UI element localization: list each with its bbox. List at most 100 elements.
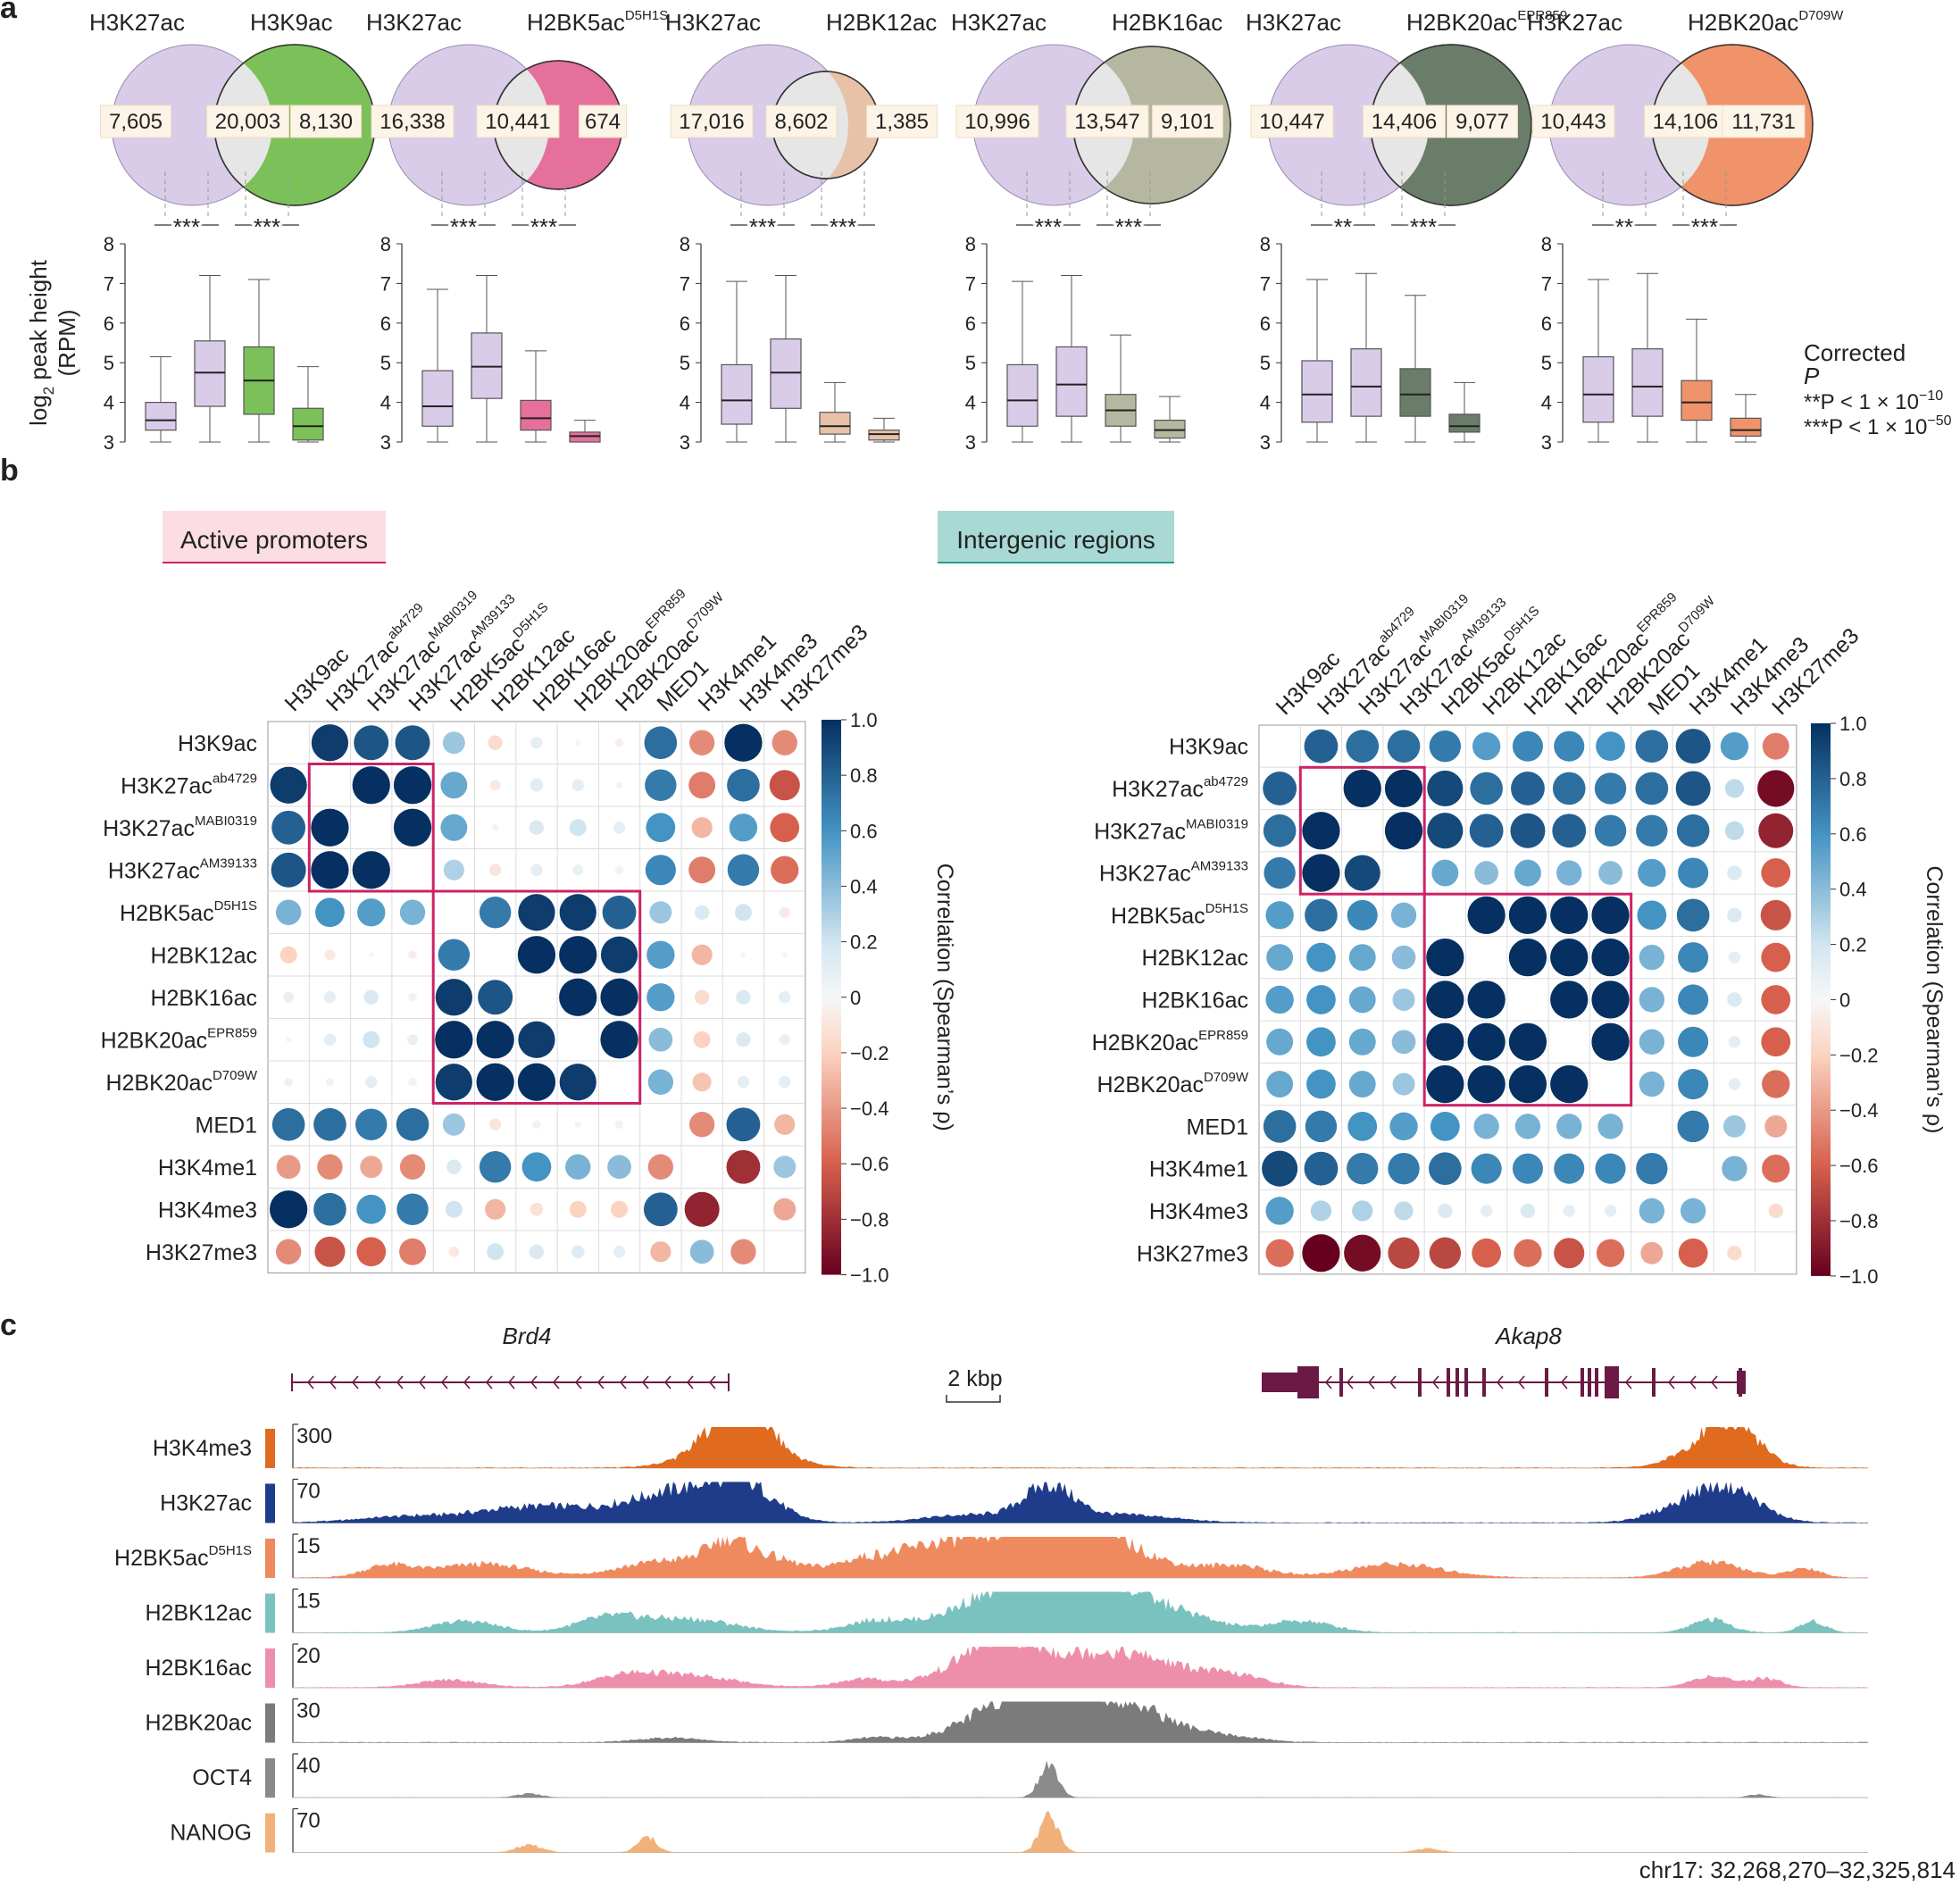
box-2 bbox=[1399, 295, 1431, 443]
y-axis-label-main: log bbox=[25, 395, 52, 426]
box-iqr bbox=[1006, 363, 1038, 427]
y-tick-label: 7 bbox=[965, 272, 976, 295]
row-label-sup: EPR859 bbox=[207, 1025, 257, 1040]
correlation-dot bbox=[313, 1107, 346, 1141]
correlation-dot bbox=[529, 820, 545, 835]
y-tick-label: 4 bbox=[1260, 392, 1271, 414]
row-label-sup: D709W bbox=[1204, 1070, 1249, 1085]
track-name: H2BK16ac bbox=[145, 1656, 252, 1681]
y-tick-label: 4 bbox=[965, 392, 976, 414]
correlation-dot bbox=[363, 1031, 380, 1048]
correlation-dot bbox=[646, 940, 675, 969]
correlation-dot bbox=[645, 769, 677, 801]
legend-title: Corrected bbox=[1804, 339, 1906, 366]
correlation-dot bbox=[781, 952, 788, 958]
y-tick-label: 4 bbox=[380, 392, 391, 414]
row-label: H3K4me3 bbox=[1149, 1199, 1248, 1224]
correlation-dot bbox=[1343, 769, 1381, 808]
sig-stars: ** bbox=[1615, 213, 1633, 240]
venn-count: 16,338 bbox=[379, 110, 445, 134]
panel-b-correlation-matrices: Active promotersH3K9acH3K9acH3K27acab472… bbox=[101, 511, 1947, 1288]
correlation-dot bbox=[571, 779, 584, 791]
correlation-dot bbox=[1727, 907, 1742, 923]
strand-arrow bbox=[1624, 1375, 1632, 1389]
strand-arrow bbox=[463, 1375, 471, 1389]
correlation-dot bbox=[600, 936, 638, 973]
correlation-dot bbox=[1762, 1070, 1790, 1098]
scalebar-label: 2 kbp bbox=[947, 1366, 1002, 1391]
correlation-dot bbox=[1344, 1234, 1381, 1272]
row-label: H2BK5acD5H1S bbox=[1111, 901, 1248, 929]
track-oct4: OCT4 40 bbox=[192, 1753, 1868, 1798]
correlation-dot bbox=[393, 808, 432, 847]
correlation-dot bbox=[1391, 1030, 1416, 1055]
correlation-dot bbox=[360, 1156, 383, 1179]
colorbar-tick-label: 0.6 bbox=[1839, 823, 1867, 846]
correlation-dot bbox=[1554, 1238, 1585, 1269]
correlation-dot bbox=[1306, 985, 1336, 1014]
correlation-dot bbox=[1347, 1152, 1379, 1185]
correlation-dot bbox=[1514, 1239, 1542, 1267]
row-label: MED1 bbox=[196, 1113, 257, 1138]
y-tick-label: 3 bbox=[1541, 431, 1552, 454]
colorbar-tick-label: −0.2 bbox=[850, 1042, 888, 1064]
sig-stars: ** bbox=[1334, 213, 1352, 240]
colorbar-tick-label: 0.2 bbox=[1839, 934, 1867, 956]
correlation-dot bbox=[270, 1190, 308, 1229]
venn-left-label: H3K27ac bbox=[951, 9, 1047, 36]
correlation-dot bbox=[611, 1200, 629, 1218]
correlation-dot bbox=[571, 1245, 585, 1259]
correlation-dot bbox=[613, 822, 626, 834]
correlation-dot bbox=[1514, 859, 1541, 887]
row-label: H3K27acMABI0319 bbox=[1094, 816, 1248, 844]
strand-arrow bbox=[1346, 1375, 1354, 1389]
correlation-dot bbox=[1352, 1200, 1373, 1222]
strand-arrow bbox=[1517, 1375, 1525, 1389]
gene-exon bbox=[1482, 1368, 1486, 1397]
correlation-dot bbox=[1427, 770, 1464, 807]
track-name-sup: D5H1S bbox=[209, 1543, 252, 1558]
strand-arrow bbox=[1367, 1375, 1375, 1389]
correlation-dot bbox=[1389, 1112, 1418, 1141]
y-tick-label: 6 bbox=[380, 313, 391, 335]
track-name-text: NANOG bbox=[170, 1821, 252, 1846]
correlation-dot bbox=[1761, 858, 1791, 888]
y-tick-label: 8 bbox=[680, 233, 690, 255]
correlation-dot bbox=[408, 1078, 417, 1087]
correlation-dot bbox=[275, 1239, 302, 1264]
correlation-dot bbox=[1347, 899, 1378, 930]
highlight-box bbox=[307, 763, 435, 893]
venn-count: 10,443 bbox=[1540, 110, 1606, 134]
correlation-dot bbox=[724, 723, 763, 762]
track-name-text: H2BK16ac bbox=[145, 1656, 252, 1681]
venn-count: 7,605 bbox=[109, 110, 163, 134]
correlation-dot bbox=[355, 1108, 388, 1140]
venn-left-label: H3K27ac bbox=[366, 9, 462, 36]
correlation-dot bbox=[614, 865, 624, 874]
row-label-name: H3K4me3 bbox=[158, 1198, 257, 1223]
correlation-dot bbox=[1431, 859, 1459, 887]
y-tick-label: 6 bbox=[104, 313, 114, 335]
legend-line-1-sup: −10 bbox=[1919, 388, 1943, 404]
strand-arrow bbox=[373, 1375, 381, 1389]
correlation-dot bbox=[1429, 1237, 1462, 1269]
correlation-dot bbox=[646, 983, 675, 1012]
correlation-dot bbox=[1467, 1064, 1505, 1104]
correlation-dot bbox=[1550, 981, 1589, 1019]
correlation-dot bbox=[1266, 944, 1294, 972]
correlation-dot bbox=[283, 991, 295, 1003]
correlation-dot bbox=[323, 1033, 337, 1046]
sig-stars: *** bbox=[530, 213, 557, 240]
colorbar-tick-label: 0 bbox=[850, 987, 861, 1009]
correlation-dot bbox=[1722, 1114, 1746, 1138]
correlation-dot bbox=[352, 766, 390, 805]
strand-arrow bbox=[619, 1375, 627, 1389]
correlation-dot bbox=[1348, 1028, 1376, 1056]
correlation-dot bbox=[1680, 1198, 1706, 1224]
count-box bbox=[1065, 104, 1149, 138]
row-label-name: H3K4me3 bbox=[1149, 1199, 1248, 1224]
correlation-dot bbox=[569, 819, 587, 837]
correlation-dot bbox=[1305, 898, 1338, 932]
column-label-sup: D709W bbox=[1675, 593, 1718, 636]
correlation-dot bbox=[1640, 1241, 1664, 1264]
